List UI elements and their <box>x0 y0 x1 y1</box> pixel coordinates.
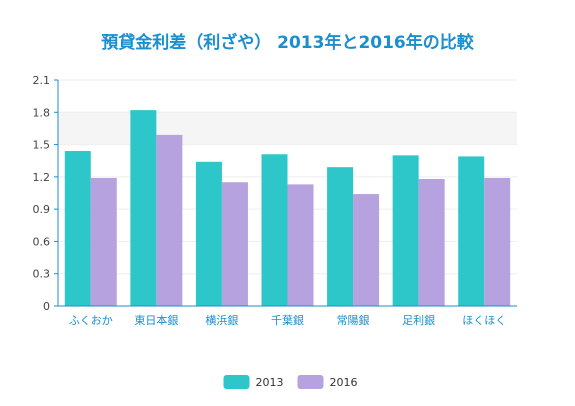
bar-2013-6 <box>458 156 485 306</box>
bar-2013-0 <box>64 151 91 306</box>
bar-2016-0 <box>90 177 117 306</box>
x-tick-label: 横浜銀 <box>205 313 238 327</box>
x-tick-label: 東日本銀 <box>134 313 178 327</box>
bar-2016-5 <box>418 179 445 306</box>
bar-2016-4 <box>353 194 380 306</box>
legend-swatch-2016 <box>297 375 324 389</box>
bar-2013-3 <box>261 154 288 306</box>
bar-2013-2 <box>195 161 222 306</box>
legend: 2013 2016 <box>223 375 358 389</box>
bar-2013-5 <box>392 155 419 306</box>
y-tick-label: 1.2 <box>33 171 51 184</box>
y-tick-label: 0 <box>43 300 50 313</box>
chart-title: 預貸金利差（利ざや） 2013年と2016年の比較 <box>101 33 474 53</box>
bars <box>64 110 511 306</box>
x-tick-labels: ふくおか 東日本銀 横浜銀 千葉銀 常陽銀 足利銀 ほくほく <box>69 313 506 327</box>
legend-swatch-2013 <box>223 375 250 389</box>
y-tick-label: 2.1 <box>33 74 51 87</box>
y-tick-label: 1.8 <box>33 106 51 119</box>
y-tick-label: 0.6 <box>33 235 51 248</box>
y-tick-label: 0.3 <box>33 268 51 281</box>
bar-2013-4 <box>327 167 354 306</box>
axes <box>54 79 517 307</box>
legend-label-2016: 2016 <box>330 376 358 389</box>
legend-label-2013: 2013 <box>256 376 284 389</box>
bar-2016-1 <box>156 134 183 306</box>
y-tick-label: 1.5 <box>33 139 51 152</box>
x-tick-label: 足利銀 <box>402 313 435 327</box>
plot-band <box>58 112 517 144</box>
y-tick-label: 0.9 <box>33 203 51 216</box>
x-tick-label: ほくほく <box>462 314 506 327</box>
x-tick-label: 千葉銀 <box>271 313 304 327</box>
bar-2016-2 <box>221 182 248 306</box>
x-tick-label: 常陽銀 <box>337 313 370 327</box>
bar-2016-3 <box>287 184 314 306</box>
x-tick-label: ふくおか <box>69 314 113 327</box>
bar-2016-6 <box>484 177 511 306</box>
y-tick-labels: 0 0.3 0.6 0.9 1.2 1.5 1.8 2.1 <box>33 74 51 313</box>
bar-2013-1 <box>130 110 157 306</box>
